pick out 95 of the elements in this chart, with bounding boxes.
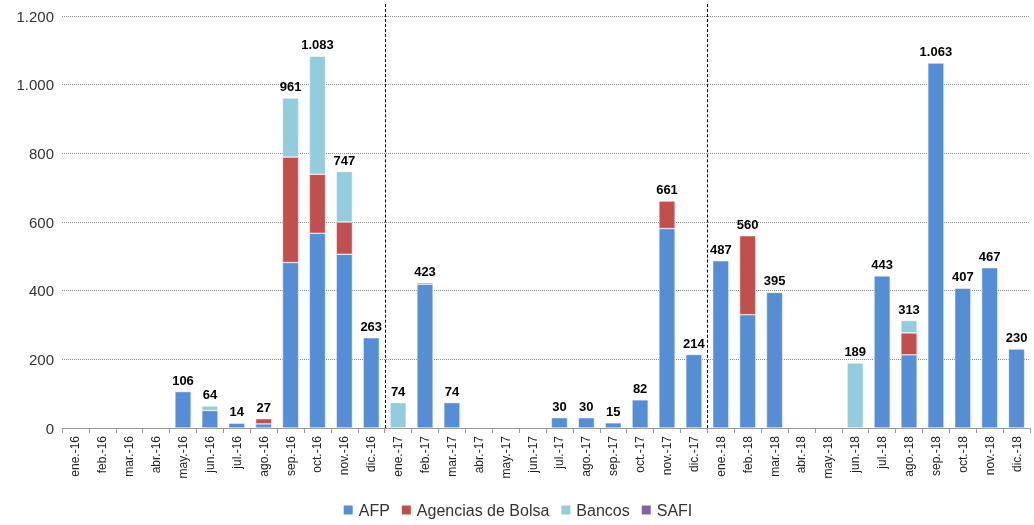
x-tick-label: mar.-16 xyxy=(122,435,137,477)
x-tick-label: ene.-16 xyxy=(68,435,83,477)
y-tick-label: 0 xyxy=(45,419,54,437)
x-tick-label: jun.-16 xyxy=(202,435,217,474)
legend-label: SAFI xyxy=(656,501,693,519)
x-tick-label: sep.-16 xyxy=(283,435,298,477)
total-label: 263 xyxy=(360,318,383,334)
x-tick-label: jun.-17 xyxy=(525,435,540,474)
x-tick-label: ene.-17 xyxy=(391,435,406,477)
x-tick-label: feb.-16 xyxy=(95,435,110,474)
x-tick-label: nov.-16 xyxy=(337,435,352,476)
bar xyxy=(685,354,702,428)
total-label: 423 xyxy=(414,263,436,279)
total-label: 1.083 xyxy=(301,37,334,53)
total-label: 560 xyxy=(736,216,759,232)
x-tick-label: ago.-16 xyxy=(256,435,271,477)
y-tick-label: 200 xyxy=(28,350,54,368)
total-label: 1.063 xyxy=(919,44,953,60)
total-label: 189 xyxy=(844,344,867,360)
x-tick-label: nov.-17 xyxy=(660,435,674,476)
bar xyxy=(1008,349,1025,428)
total-label: 961 xyxy=(279,79,302,95)
bar xyxy=(605,422,622,428)
bar xyxy=(766,292,783,428)
x-tick-label: may.-18 xyxy=(821,435,836,479)
total-label: 407 xyxy=(951,269,974,285)
x-tick-label: abr.-18 xyxy=(794,435,809,474)
legend-label: Agencias de Bolsa xyxy=(416,501,550,519)
x-tick-label: oct.-17 xyxy=(633,435,648,473)
bar xyxy=(981,267,998,428)
total-label: 30 xyxy=(579,398,594,414)
x-tick-label: abr.-17 xyxy=(471,435,486,474)
total-label: 313 xyxy=(898,301,920,317)
total-label: 82 xyxy=(632,380,648,396)
x-tick-label: jul.-16 xyxy=(229,435,244,470)
x-tick-label: sep.-17 xyxy=(606,435,621,477)
bar xyxy=(363,337,380,428)
bar xyxy=(551,417,568,428)
legend-label: Bancos xyxy=(576,501,630,519)
total-label: 27 xyxy=(256,399,271,415)
bar xyxy=(201,410,218,428)
total-label: 214 xyxy=(683,335,706,351)
total-label: 230 xyxy=(1005,330,1028,346)
total-label: 14 xyxy=(229,404,245,420)
bar xyxy=(228,423,245,428)
bar xyxy=(927,63,944,428)
y-tick-label: 600 xyxy=(28,213,54,231)
x-tick-label: jul.-17 xyxy=(552,435,567,470)
x-tick-label: dic.-17 xyxy=(686,435,701,473)
x-tick-label: dic.-18 xyxy=(1009,435,1024,473)
x-tick-label: mar.-18 xyxy=(767,435,782,477)
x-tick-label: abr.-16 xyxy=(149,435,164,474)
x-tick-label: dic.-16 xyxy=(364,435,379,473)
x-tick-label: feb.-18 xyxy=(740,435,755,474)
bar xyxy=(954,288,971,428)
total-label: 74 xyxy=(390,383,407,399)
legend-label: AFP xyxy=(358,501,390,519)
bar xyxy=(174,391,192,428)
total-label: 443 xyxy=(871,256,893,272)
y-tick-label: 800 xyxy=(28,144,54,162)
x-tick-label: ago.-17 xyxy=(579,435,594,477)
x-tick-label: feb.-17 xyxy=(418,435,432,474)
x-tick-label: ago.-18 xyxy=(902,435,916,477)
bar xyxy=(443,402,460,428)
x-tick-label: may.-17 xyxy=(498,435,513,479)
bar xyxy=(712,260,729,428)
x-tick-label: nov.-18 xyxy=(982,435,997,476)
x-tick-label: jul.-18 xyxy=(875,435,890,470)
x-tick-label: may.-16 xyxy=(176,435,190,479)
total-label: 661 xyxy=(656,182,678,198)
bar xyxy=(416,284,434,428)
x-tick-label: ene.-18 xyxy=(713,435,728,477)
x-tick-label: oct.-16 xyxy=(310,435,325,473)
x-tick-label: jun.-18 xyxy=(848,435,863,474)
total-label: 64 xyxy=(202,387,218,403)
y-tick-label: 400 xyxy=(28,282,54,300)
bar xyxy=(874,275,891,428)
total-label: 30 xyxy=(552,398,567,414)
total-label: 15 xyxy=(605,403,621,419)
bar xyxy=(255,418,272,424)
total-label: 106 xyxy=(172,372,194,388)
total-label: 487 xyxy=(709,241,732,257)
y-tick-label: 1.200 xyxy=(16,7,54,25)
bar xyxy=(632,399,649,428)
bar xyxy=(390,402,407,428)
total-label: 467 xyxy=(978,248,1001,264)
bar xyxy=(847,363,864,428)
total-label: 395 xyxy=(763,273,786,289)
bar xyxy=(578,417,595,428)
y-tick-label: 1.000 xyxy=(16,76,54,94)
total-label: 74 xyxy=(444,383,460,399)
x-tick-label: sep.-18 xyxy=(928,435,943,477)
x-tick-label: mar.-17 xyxy=(444,435,459,477)
total-label: 747 xyxy=(333,152,356,168)
x-tick-label: oct.-18 xyxy=(955,435,970,473)
